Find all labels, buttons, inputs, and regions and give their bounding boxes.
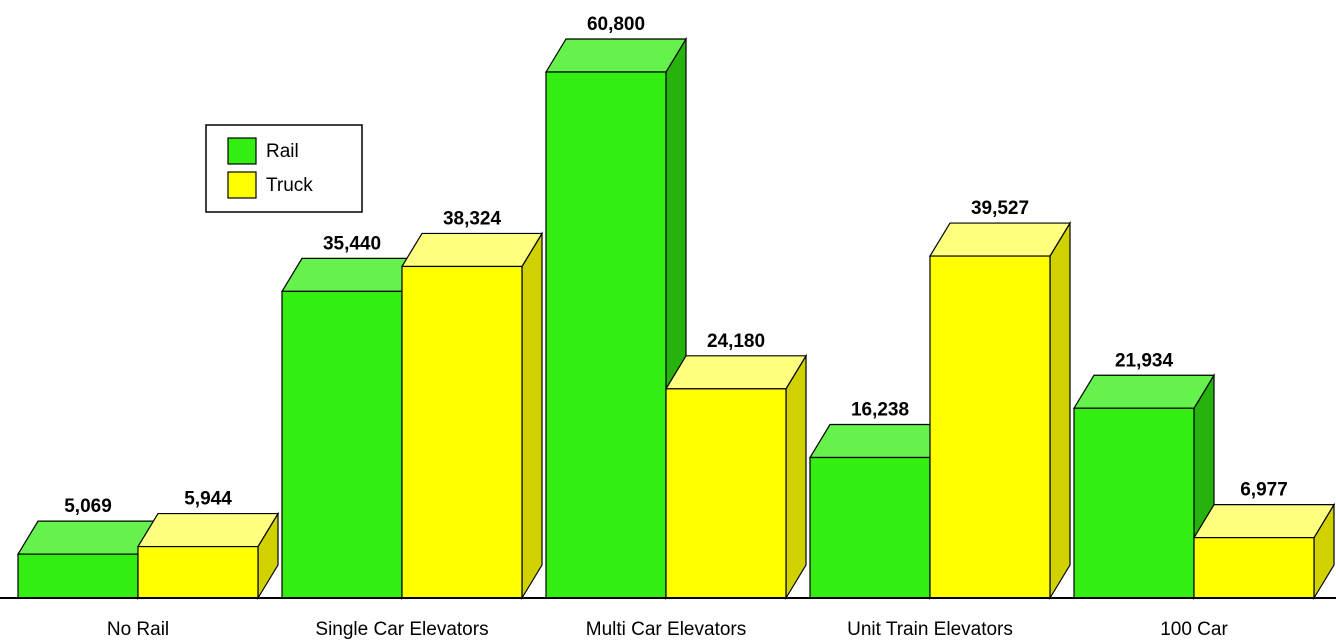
bar-top	[1072, 374, 1216, 409]
bar	[665, 388, 787, 599]
bar	[929, 255, 1051, 599]
value-label: 5,069	[64, 496, 112, 517]
value-label: 39,527	[971, 198, 1029, 219]
bar-top	[808, 423, 952, 459]
value-label: 21,934	[1115, 350, 1174, 371]
legend-label: Truck	[266, 175, 313, 196]
bar	[137, 545, 259, 599]
bar	[1193, 537, 1315, 599]
bar	[1073, 407, 1195, 599]
bar-top	[928, 222, 1072, 257]
bar-side	[1049, 220, 1071, 601]
legend-swatch	[227, 137, 257, 165]
bar-top	[544, 38, 688, 73]
bar-top	[280, 257, 424, 292]
category-label: Single Car Elevators	[315, 619, 488, 640]
bar-top	[400, 232, 544, 268]
category-label: Multi Car Elevators	[586, 619, 747, 640]
value-label: 35,440	[323, 233, 381, 254]
value-label: 38,324	[443, 208, 502, 229]
bar	[17, 553, 139, 599]
bar	[809, 456, 931, 599]
value-label: 16,238	[851, 400, 909, 421]
category-label: No Rail	[107, 619, 169, 640]
value-label: 6,977	[1240, 480, 1288, 501]
bar	[401, 265, 523, 599]
bar-top	[664, 355, 808, 390]
bar	[545, 71, 667, 599]
legend-swatch	[227, 171, 257, 199]
value-label: 60,800	[587, 14, 645, 35]
bar	[281, 290, 403, 599]
bar-top	[136, 512, 280, 548]
bar-side	[521, 231, 543, 601]
legend-label: Rail	[266, 141, 299, 162]
value-label: 5,944	[184, 489, 232, 510]
bar-top	[16, 520, 160, 555]
value-label: 24,180	[707, 331, 765, 352]
category-label: 100 Car	[1160, 619, 1228, 640]
bar-top	[1192, 504, 1336, 539]
legend: Rail Truck	[205, 124, 363, 213]
bar-side	[785, 353, 807, 601]
bars: 5,069 5,944 35,440 38,324 60,800 24,180 16,238…	[16, 14, 1336, 601]
category-label: Unit Train Elevators	[847, 619, 1013, 640]
